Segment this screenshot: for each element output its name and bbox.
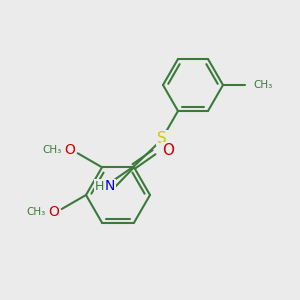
Text: CH₃: CH₃ [26,207,46,217]
Text: S: S [157,131,167,146]
Text: H: H [94,180,104,193]
Text: CH₃: CH₃ [253,80,272,90]
Text: O: O [48,205,59,219]
Text: O: O [64,143,75,157]
Text: O: O [162,143,174,158]
Text: N: N [105,179,115,193]
Text: CH₃: CH₃ [43,145,62,155]
